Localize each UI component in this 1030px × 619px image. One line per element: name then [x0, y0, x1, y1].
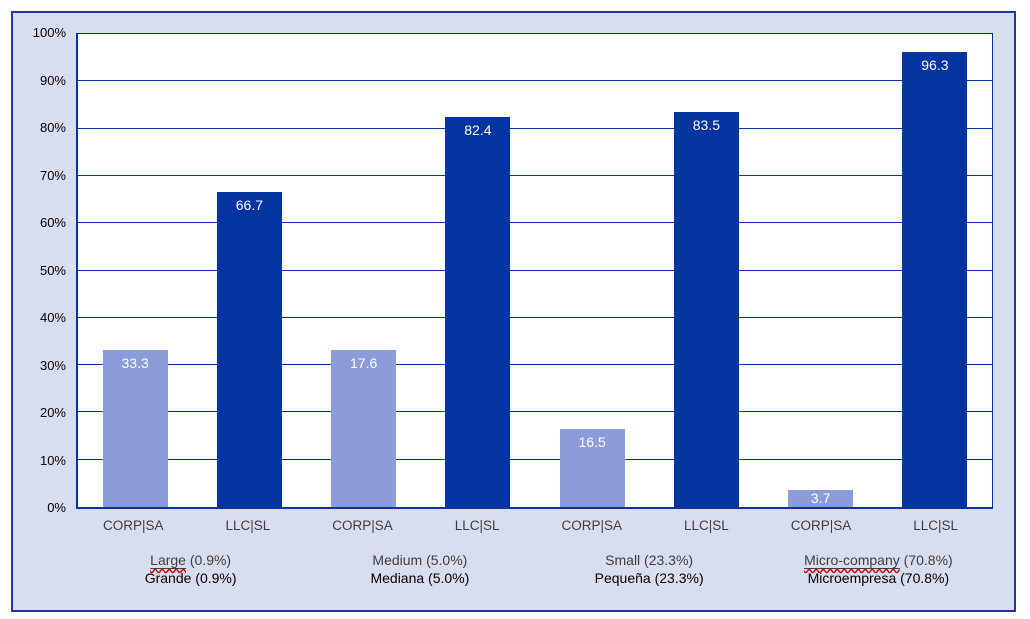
x-axis-category-label: CORP|SA — [103, 518, 164, 533]
spellcheck-squiggle: Large — [150, 552, 186, 568]
x-axis-category-label: LLC|SL — [225, 518, 271, 533]
gridline — [78, 364, 992, 366]
bar-slot: 83.5 — [649, 34, 763, 507]
gridline — [78, 127, 992, 129]
x-axis-category-label: LLC|SL — [454, 518, 500, 533]
gridline — [78, 269, 992, 271]
y-axis-tick-label: 50% — [39, 262, 66, 278]
y-axis-tick-label: 70% — [39, 167, 66, 183]
group-label-cell: Micro-company (70.8%) Microempresa (70.8%… — [764, 551, 993, 587]
x-axis-category-label: CORP|SA — [561, 518, 623, 533]
x-axis-category-label: CORP|SA — [790, 518, 852, 533]
y-axis-tick-label: 10% — [39, 452, 66, 468]
bar-value-label: 33.3 — [121, 354, 149, 371]
spellcheck-squiggle: Micro-company — [804, 552, 900, 568]
gridline — [78, 458, 992, 460]
gridline — [78, 174, 992, 176]
group-label-es: Mediana (5.0%) — [370, 570, 470, 586]
bar-value-label: 66.7 — [235, 196, 263, 213]
x-axis-category-row: CORP|SA LLC|SL CORP|SA LLC|SL CORP|SA LLC|SL C… — [76, 517, 993, 534]
gridline — [78, 222, 992, 224]
group-label-cell: Medium (5.0%) Mediana (5.0%) — [305, 551, 534, 587]
group-label-cell: Small (23.3%) Pequeña (23.3%) — [535, 551, 764, 587]
plot-area: 33.3 66.7 17.6 82.4 16.5 83.5 3.7 96.3 — [76, 33, 993, 509]
group-label-row: Large (0.9%) Grande (0.9%) Medium (5.0%) Me… — [76, 551, 993, 587]
bar-slot: 66.7 — [192, 34, 306, 507]
bar-value-label: 3.7 — [810, 489, 831, 506]
group-label-en: Medium (5.0%) — [372, 552, 468, 568]
group-label-es: Microempresa (70.8%) — [807, 570, 950, 586]
bar-corp-sa: 16.5 — [559, 428, 625, 507]
bar-slot: 96.3 — [878, 34, 992, 507]
bar-slot: 3.7 — [764, 34, 878, 507]
bar-slot: 33.3 — [78, 34, 192, 507]
bar-value-label: 83.5 — [692, 117, 720, 134]
gridline — [78, 80, 992, 82]
bar-slot: 16.5 — [535, 34, 649, 507]
bar-llc-sl: 82.4 — [445, 117, 511, 507]
group-label-en: Large (0.9%) — [150, 552, 232, 568]
x-axis-category-label: LLC|SL — [913, 518, 959, 533]
bar-value-label: 82.4 — [464, 122, 492, 139]
group-label-en: Micro-company (70.8%) — [804, 552, 953, 568]
group-label-es: Pequeña (23.3%) — [594, 570, 704, 586]
bars-row: 33.3 66.7 17.6 82.4 16.5 83.5 3.7 96.3 — [78, 34, 992, 507]
chart-frame: 33.3 66.7 17.6 82.4 16.5 83.5 3.7 96.3 100% 90% 8… — [11, 11, 1016, 612]
gridline — [78, 316, 992, 318]
bar-corp-sa: 33.3 — [102, 349, 168, 507]
group-label-es: Grande (0.9%) — [144, 570, 237, 586]
bar-corp-sa: 17.6 — [331, 349, 397, 507]
bar-llc-sl: 83.5 — [673, 112, 739, 507]
y-axis-tick-label: 40% — [39, 310, 66, 325]
bar-slot: 82.4 — [421, 34, 535, 507]
y-axis-tick-label: 100% — [32, 25, 66, 40]
y-axis-tick-label: 20% — [39, 405, 66, 420]
group-label-cell: Large (0.9%) Grande (0.9%) — [76, 551, 305, 587]
bar-slot: 17.6 — [307, 34, 421, 507]
group-label-en: Small (23.3%) — [605, 552, 694, 568]
bar-value-label: 16.5 — [578, 433, 606, 450]
x-axis-category-label: CORP|SA — [332, 518, 393, 533]
bar-value-label: 17.6 — [350, 354, 378, 371]
bar-value-label: 96.3 — [921, 56, 949, 73]
y-axis-tick-label: 60% — [39, 215, 66, 230]
x-axis-category-label: LLC|SL — [684, 518, 729, 533]
gridline — [78, 411, 992, 413]
y-axis-tick-label: 30% — [39, 357, 66, 373]
bar-llc-sl: 96.3 — [902, 51, 968, 507]
bar-corp-sa: 3.7 — [788, 489, 854, 507]
y-axis-tick-label: 90% — [39, 72, 66, 88]
y-axis-tick-label: 0% — [47, 500, 66, 515]
y-axis-tick-label: 80% — [39, 120, 66, 135]
bar-llc-sl: 66.7 — [216, 191, 282, 507]
